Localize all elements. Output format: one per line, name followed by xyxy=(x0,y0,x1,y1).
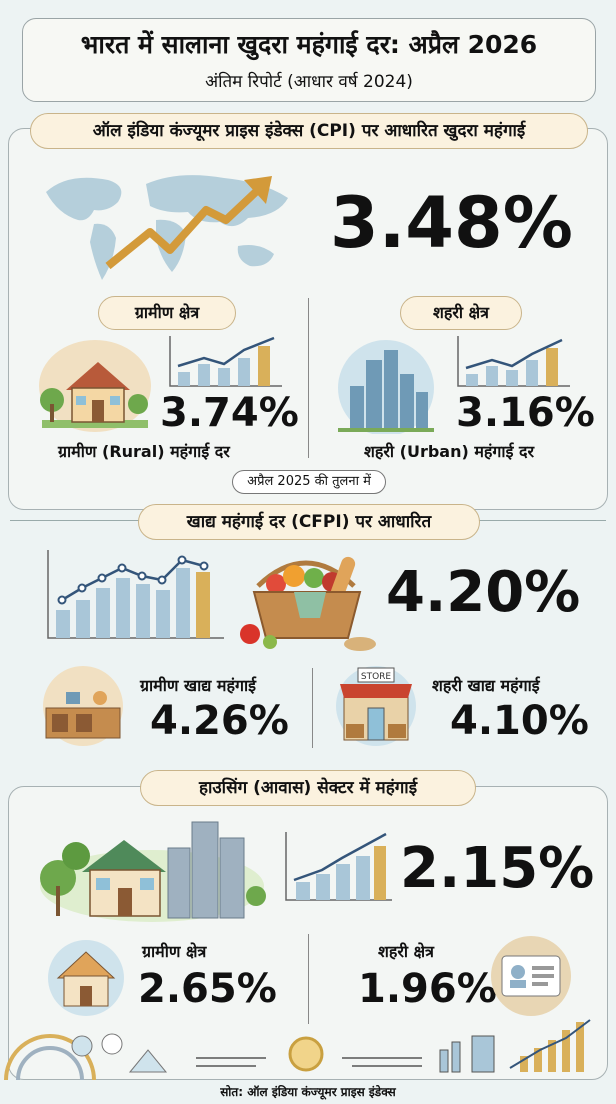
housing-rural-value: 2.65% xyxy=(138,966,277,1012)
id-card-icon xyxy=(491,936,571,1016)
housing-scene-icon xyxy=(40,821,266,922)
housing-urban-value: 1.96% xyxy=(358,966,497,1012)
housing-heading: हाउसिंग (आवास) सेक्टर में महंगाई xyxy=(140,770,476,806)
housing-section xyxy=(8,786,608,1080)
cpi-urban-label: शहरी (Urban) महंगाई दर xyxy=(364,442,535,461)
cpi-rural-value: 3.74% xyxy=(160,390,299,436)
housing-bar-chart-icon xyxy=(285,832,392,901)
page-subtitle: अंतिम रिपोर्ट (आधार वर्ष 2024) xyxy=(205,72,413,92)
housing-urban-label: शहरी क्षेत्र xyxy=(378,942,434,961)
cpi-rural-pill: ग्रामीण क्षेत्र xyxy=(98,296,236,330)
cpi-urban-value: 3.16% xyxy=(456,390,595,436)
source-note: सोत: ऑल इंडिया कंज्यूमर प्राइस इंडेक्स xyxy=(220,1085,396,1099)
kitchen-icon xyxy=(43,666,123,746)
store-icon: STORE xyxy=(336,666,416,746)
food-divider xyxy=(312,668,313,748)
footer-decoration xyxy=(4,1019,591,1080)
food-rural-label: ग्रामीण खाद्य महंगाई xyxy=(140,676,256,695)
comparison-note: अप्रैल 2025 की तुलना में xyxy=(232,470,386,494)
food-rural-value: 4.26% xyxy=(150,698,289,744)
cpi-rural-label: ग्रामीण (Rural) महंगाई दर xyxy=(58,442,230,461)
food-heading: खाद्य महंगाई दर (CFPI) पर आधारित xyxy=(138,504,480,540)
cpi-divider xyxy=(308,298,309,458)
cpi-urban-pill: शहरी क्षेत्र xyxy=(400,296,522,330)
food-value: 4.20% xyxy=(386,560,581,625)
housing-divider xyxy=(308,934,309,1024)
food-urban-label: शहरी खाद्य महंगाई xyxy=(432,676,540,695)
food-urban-value: 4.10% xyxy=(450,698,589,744)
house-icon xyxy=(39,340,151,432)
vegetable-basket-icon xyxy=(240,556,376,651)
housing-rural-label: ग्रामीण क्षेत्र xyxy=(142,942,207,961)
urban-bar-chart-icon xyxy=(457,336,570,387)
header-box: भारत में सालाना खुदरा महंगाई दर: अप्रैल … xyxy=(22,18,596,102)
food-line-chart-icon xyxy=(47,550,224,639)
city-skyline-icon xyxy=(338,340,434,434)
store-sign-text: STORE xyxy=(361,672,392,682)
rural-bar-chart-icon xyxy=(169,336,282,387)
page-title: भारत में सालाना खुदरा महंगाई दर: अप्रैल … xyxy=(80,30,538,59)
cpi-heading: ऑल इंडिया कंज्यूमर प्राइस इंडेक्स (CPI) … xyxy=(30,113,588,149)
world-map-arrow-icon xyxy=(46,175,288,280)
housing-value: 2.15% xyxy=(400,836,595,901)
small-house-icon xyxy=(48,940,124,1016)
cpi-value: 3.48% xyxy=(330,182,573,264)
